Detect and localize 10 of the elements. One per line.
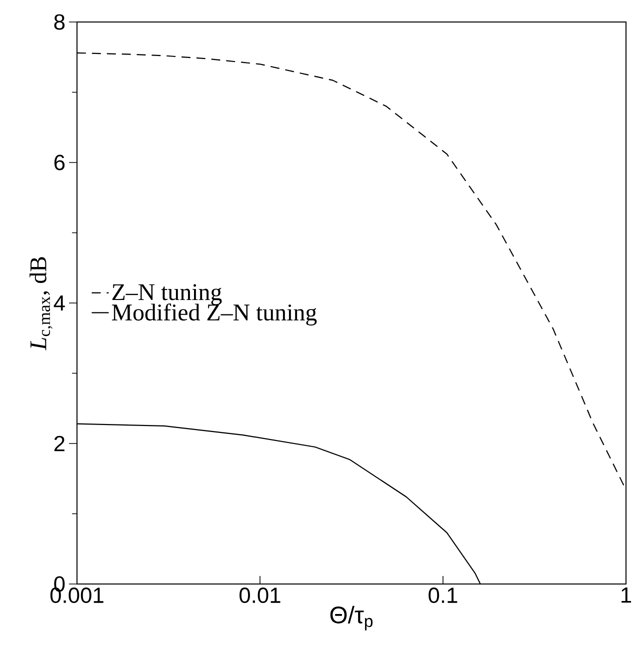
x-axis-title: Θ/τ$_{p}$: [330, 606, 373, 630]
legend-label: Modified Z–N tuning: [112, 304, 317, 326]
x-tick-label: 1: [622, 588, 632, 603]
y-tick-label: 4: [54, 295, 65, 311]
x-tick-label: 0.01: [240, 588, 280, 604]
y-axis-title: L$_{c,max}$, dB: [30, 257, 52, 350]
y-tick-label: 2: [54, 436, 64, 452]
y-tick-label: 6: [54, 154, 65, 170]
y-tick-label: 8: [54, 14, 65, 30]
x-tick-label: 0.1: [428, 588, 458, 604]
